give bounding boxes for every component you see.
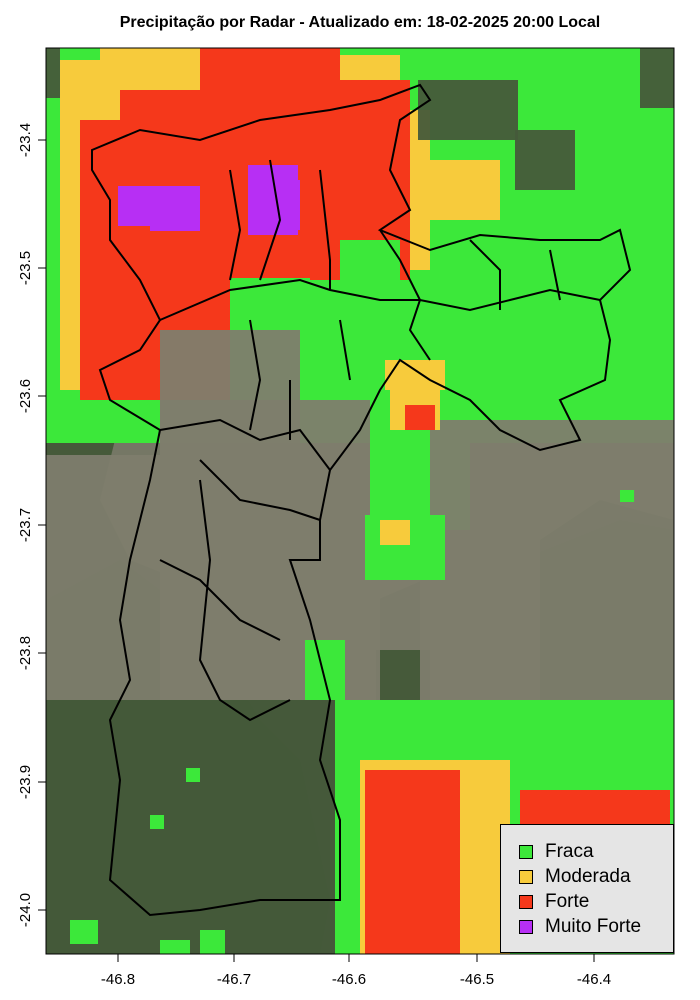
x-tick-label: -46.5 — [460, 971, 494, 988]
precip-cell — [380, 520, 410, 545]
ground-area — [46, 48, 60, 98]
y-tick-label: -23.6 — [17, 379, 34, 413]
axes: -46.8 -46.7 -46.6 -46.5 -46.4 -23.4 -23.5 -23.6… — [17, 123, 611, 988]
municipal-boundaries — [91, 83, 632, 917]
ground-area — [46, 700, 336, 954]
precip-cell — [400, 160, 500, 220]
precip-cell — [200, 930, 225, 954]
ground-area — [418, 80, 518, 140]
y-tick-label: -24.0 — [17, 893, 34, 927]
y-tick-label: -23.7 — [17, 508, 34, 542]
precip-cell — [305, 640, 345, 700]
legend-label-fraca: Fraca — [545, 840, 594, 862]
district-line — [379, 229, 561, 361]
precip-cell — [405, 405, 435, 430]
y-tick-label: -23.5 — [17, 251, 34, 285]
precip-cell — [630, 700, 660, 730]
x-tick-label: -46.8 — [101, 971, 135, 988]
legend-item-fraca: Fraca — [501, 839, 673, 864]
ground-area — [640, 48, 674, 108]
legend-swatch-fraca — [519, 844, 533, 859]
legend: Fraca Moderada Forte Muito Forte — [500, 824, 674, 953]
precip-cell — [160, 940, 190, 954]
district-line — [159, 479, 291, 722]
legend-swatch-muito-forte — [519, 919, 533, 934]
legend-label-forte: Forte — [545, 890, 590, 912]
ground-area — [515, 130, 575, 190]
plot-frame — [45, 47, 675, 955]
precip-cell — [340, 240, 400, 300]
precip-cell — [620, 490, 634, 502]
legend-item-moderada: Moderada — [501, 864, 673, 889]
x-tick-label: -46.6 — [332, 971, 366, 988]
precip-cell — [150, 186, 200, 231]
precip-cell — [70, 920, 98, 944]
district-line — [159, 278, 601, 321]
district-line — [249, 319, 351, 440]
y-tick-label: -23.9 — [17, 765, 34, 799]
precip-cell — [150, 815, 164, 829]
ground-area — [160, 330, 300, 460]
legend-item-forte: Forte — [501, 889, 673, 914]
legend-item-muito-forte: Muito Forte — [501, 914, 673, 939]
district-line — [159, 418, 331, 521]
legend-label-muito-forte: Muito Forte — [545, 915, 642, 937]
legend-swatch-moderada — [519, 869, 533, 884]
x-tick-label: -46.7 — [217, 971, 251, 988]
x-tick-label: -46.4 — [577, 971, 611, 988]
precip-cell — [186, 768, 200, 782]
y-tick-label: -23.4 — [17, 123, 34, 157]
legend-label-moderada: Moderada — [545, 865, 631, 887]
precip-cell — [265, 180, 300, 230]
precipitation-cells — [46, 48, 674, 954]
district-line — [229, 159, 331, 290]
map-title: Precipitação por Radar - Atualizado em: … — [119, 14, 601, 31]
y-tick-label: -23.8 — [17, 636, 34, 670]
legend-swatch-forte — [519, 894, 533, 909]
precip-cell — [365, 770, 460, 954]
